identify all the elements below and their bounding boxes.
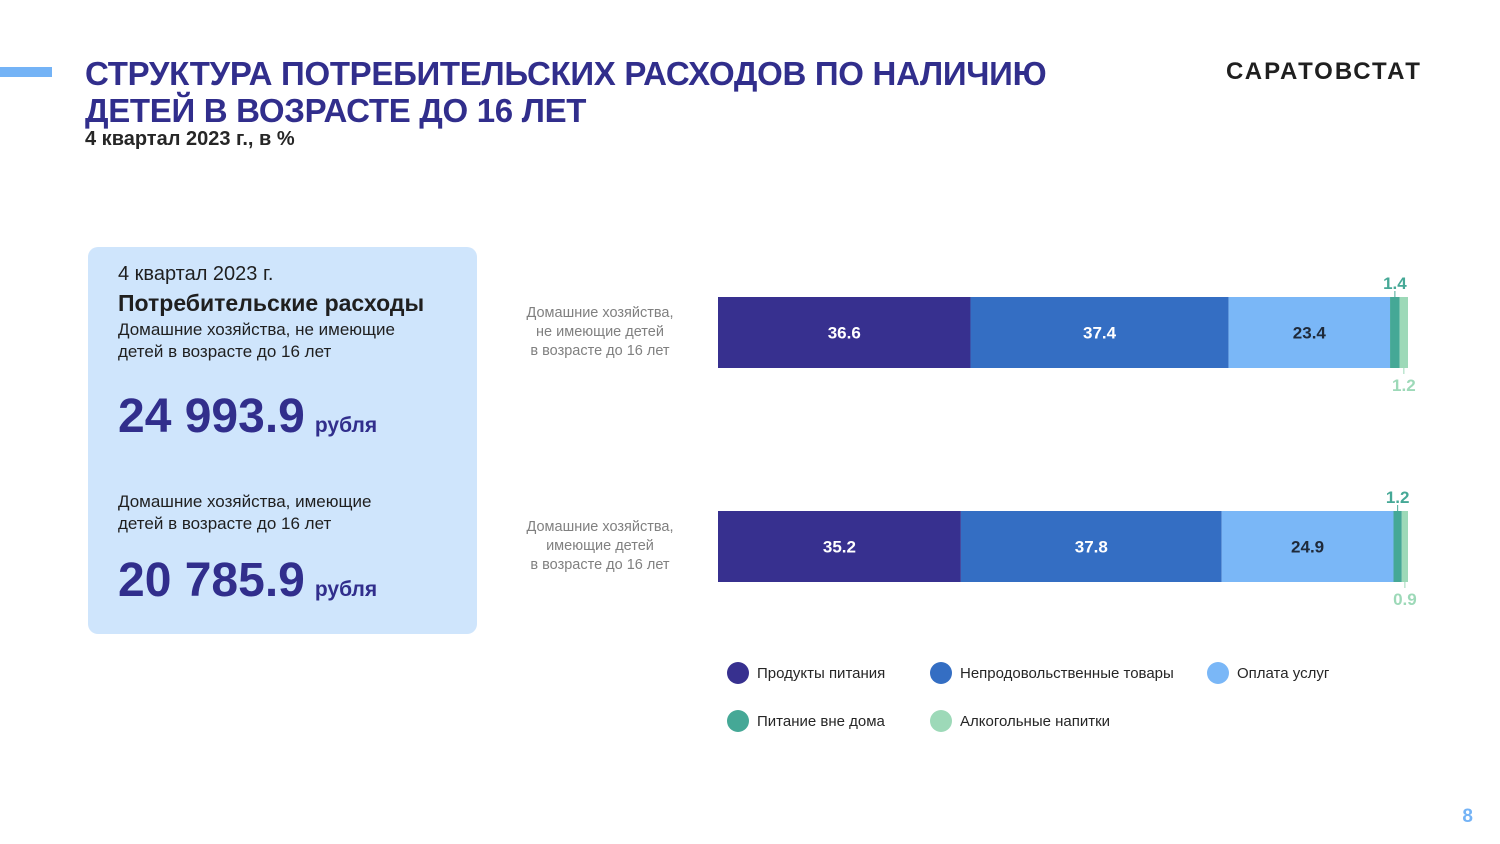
group1-amount: 24 993.9 рубля <box>118 389 377 444</box>
data-label: 1.2 <box>1386 488 1410 507</box>
data-label: 0.9 <box>1393 590 1417 609</box>
bar-segment <box>1221 511 1394 582</box>
legend-dot-icon <box>930 662 952 684</box>
data-label: 36.6 <box>828 324 861 343</box>
data-label: 37.4 <box>1083 324 1117 343</box>
legend-item-food: Продукты питания <box>727 662 885 684</box>
group1-value: 24 993.9 <box>118 390 305 443</box>
group1-line2: детей в возрасте до 16 лет <box>118 342 332 361</box>
summary-card: 4 квартал 2023 г. Потребительские расход… <box>88 247 477 634</box>
title-line-2: ДЕТЕЙ В ВОЗРАСТЕ ДО 16 ЛЕТ <box>85 92 587 129</box>
legend-dot-icon <box>727 662 749 684</box>
legend-label: Оплата услуг <box>1237 664 1330 682</box>
bar-segment <box>718 511 961 582</box>
row2-line2: имеющие детей <box>546 538 654 554</box>
bar-segment <box>960 511 1222 582</box>
legend-dot-icon <box>930 710 952 732</box>
group2-line1: Домашние хозяйства, имеющие <box>118 492 372 511</box>
bar-segment <box>1393 511 1402 582</box>
data-label: 23.4 <box>1293 324 1327 343</box>
row1-line2: не имеющие детей <box>536 324 664 340</box>
bar-segment <box>1401 511 1408 582</box>
row2-line1: Домашние хозяйства, <box>526 519 674 535</box>
legend-item-services: Оплата услуг <box>1207 662 1329 684</box>
data-label: 37.8 <box>1075 538 1108 557</box>
legend-label: Алкогольные напитки <box>960 712 1111 730</box>
row-label-2: Домашние хозяйства, имеющие детей в возрас… <box>500 518 700 575</box>
data-label: 35.2 <box>823 538 856 557</box>
group2-label: Домашние хозяйства, имеющие детей в возра… <box>118 491 371 535</box>
logo: САРАТОВСТАТ <box>1226 58 1422 85</box>
row1-line1: Домашние хозяйства, <box>526 305 674 321</box>
bar-segment <box>970 297 1229 368</box>
group1-label: Домашние хозяйства, не имеющие детей в во… <box>118 319 395 363</box>
page-number: 8 <box>1462 806 1473 827</box>
group2-amount: 20 785.9 рубля <box>118 553 377 608</box>
title-line-1: СТРУКТУРА ПОТРЕБИТЕЛЬСКИХ РАСХОДОВ ПО НА… <box>85 55 1047 92</box>
row2-line3: в возрасте до 16 лет <box>530 557 670 573</box>
legend-item-nonfood: Непродовольственные товары <box>930 662 1174 684</box>
accent-bar <box>0 67 52 77</box>
group1-unit: рубля <box>314 414 378 437</box>
group2-value: 20 785.9 <box>118 554 305 607</box>
bar-segment <box>718 297 971 368</box>
card-period: 4 квартал 2023 г. <box>118 263 274 285</box>
card-heading: Потребительские расходы <box>118 290 425 316</box>
legend-label: Непродовольственные товары <box>960 664 1174 682</box>
legend-dot-icon <box>727 710 749 732</box>
page-subtitle: 4 квартал 2023 г., в % <box>85 128 295 150</box>
legend-item-dining-out: Питание вне дома <box>727 710 885 732</box>
bar-segment <box>1390 297 1400 368</box>
legend-label: Питание вне дома <box>757 712 885 730</box>
data-label: 24.9 <box>1291 538 1324 557</box>
legend-item-alcohol: Алкогольные напитки <box>930 710 1110 732</box>
legend-label: Продукты питания <box>757 664 886 682</box>
legend-dot-icon <box>1207 662 1229 684</box>
group2-line2: детей в возрасте до 16 лет <box>118 514 332 533</box>
row-label-1: Домашние хозяйства, не имеющие детей в воз… <box>500 304 700 361</box>
bar-segment <box>1228 297 1391 368</box>
data-label: 1.4 <box>1383 274 1407 293</box>
page-title: СТРУКТУРА ПОТРЕБИТЕЛЬСКИХ РАСХОДОВ ПО НА… <box>85 55 1047 129</box>
bar-segment <box>1399 297 1408 368</box>
group2-unit: рубля <box>314 578 378 601</box>
data-label: 1.2 <box>1392 376 1416 395</box>
row1-line3: в возрасте до 16 лет <box>530 343 670 359</box>
group1-line1: Домашние хозяйства, не имеющие <box>118 320 395 339</box>
